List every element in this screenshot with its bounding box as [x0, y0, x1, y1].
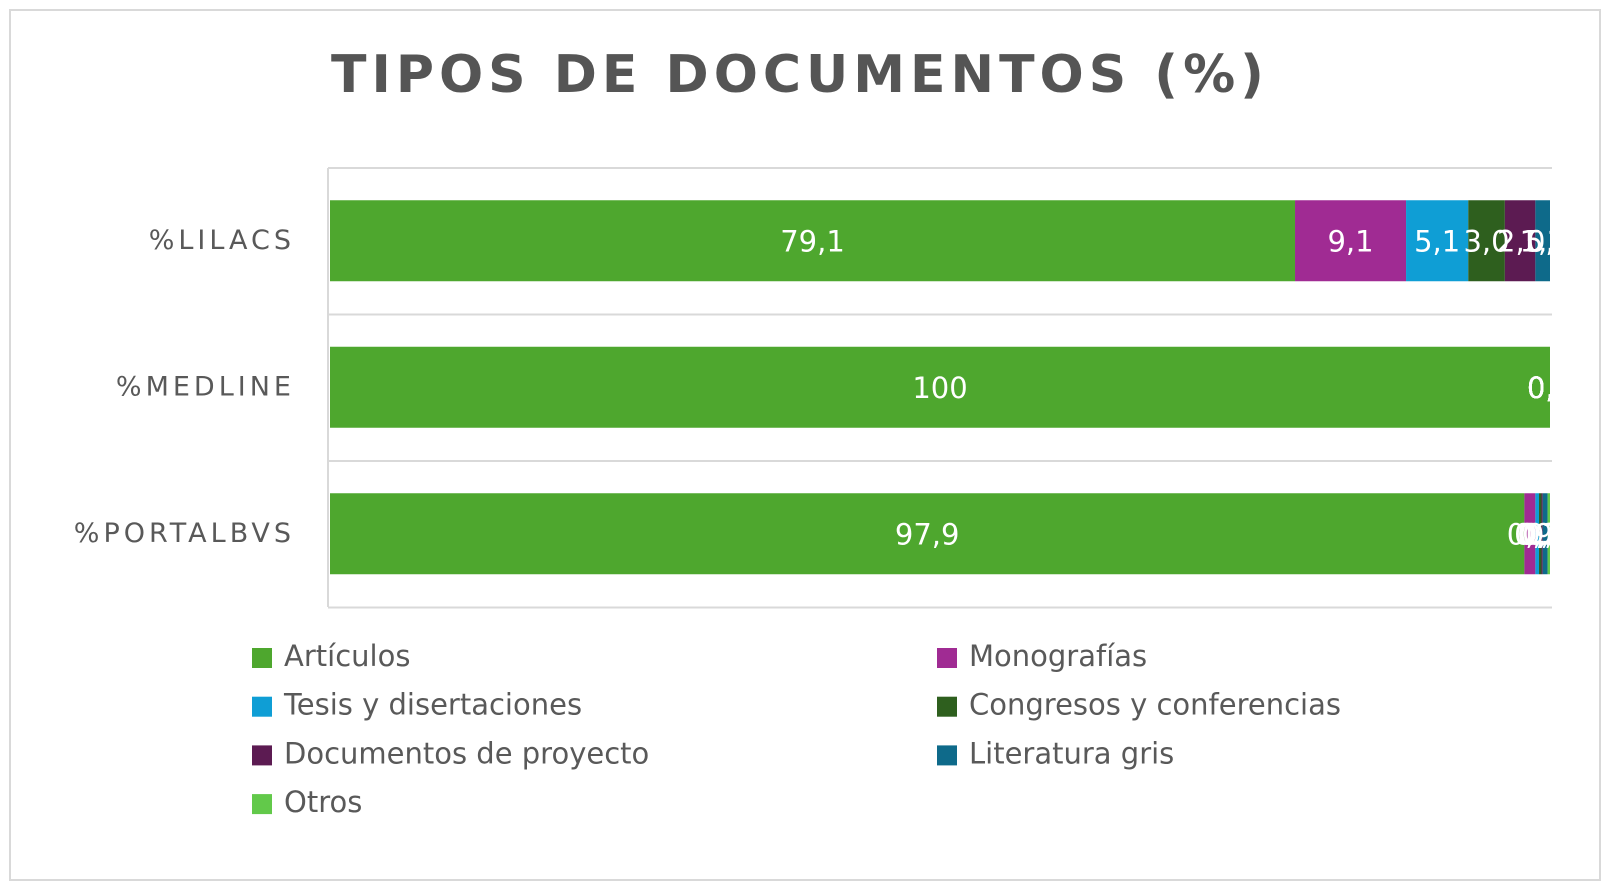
bar-segment [1547, 493, 1550, 575]
data-label: 0,0 [1527, 371, 1573, 405]
bar-segment [330, 346, 1550, 428]
legend-swatch [252, 794, 272, 815]
bar-segment [1539, 493, 1542, 575]
data-label: 5,1 [1414, 224, 1460, 258]
bar-segment [1406, 200, 1469, 282]
category-label: %LILACS [149, 225, 295, 256]
data-label: 0,0 [1527, 371, 1573, 405]
legend-swatch [937, 648, 957, 668]
legend-swatch [937, 696, 957, 717]
legend-label: Artículos [284, 639, 410, 673]
bar-segment [1295, 200, 1407, 282]
data-label: 2,5 [1497, 224, 1543, 258]
data-label: 79,1 [780, 224, 845, 258]
bar-segment [1535, 200, 1550, 282]
data-label: 100 [912, 371, 967, 405]
data-label: 97,9 [895, 517, 960, 551]
data-label: 9,1 [1327, 224, 1373, 258]
bar-segment [1541, 493, 1543, 575]
data-label: 0,2 [1526, 517, 1572, 551]
data-label: 1,2 [1520, 224, 1566, 258]
chart-title: TIPOS DE DOCUMENTOS (%) [331, 45, 1269, 105]
data-label: 0,0 [1527, 371, 1573, 405]
chart-frame [9, 9, 1601, 881]
data-label: 0,1 [1519, 517, 1565, 551]
legend-label: Literatura gris [969, 736, 1174, 770]
data-label: 0,2 [1517, 517, 1563, 551]
legend-label: Monografías [969, 639, 1147, 673]
data-label: 0,3 [1514, 517, 1560, 551]
data-label: 0,4 [1522, 517, 1568, 551]
legend-swatch [937, 745, 957, 766]
data-label: 0,0 [1527, 371, 1573, 405]
bar-segment [1524, 493, 1536, 575]
category-label: %PORTALBVS [74, 518, 295, 549]
bar-segment [1468, 200, 1505, 282]
bar-segment [1504, 200, 1536, 282]
legend-label: Documentos de proyecto [284, 736, 649, 770]
data-label: 0,0 [1527, 371, 1573, 405]
legend-label: Tesis y disertaciones [283, 688, 582, 722]
bar-segment [330, 200, 1296, 282]
category-label: %MEDLINE [116, 371, 295, 402]
bar-segment [1535, 493, 1540, 575]
data-label: 0,0 [1527, 371, 1573, 405]
data-label: 0,0 [1527, 224, 1573, 258]
legend-label: Otros [284, 785, 362, 819]
legend-swatch [252, 745, 272, 766]
bar-segment [330, 493, 1525, 575]
data-label: 0,9 [1507, 517, 1553, 551]
data-label: 3,0 [1463, 224, 1509, 258]
legend-swatch [252, 696, 272, 717]
bar-segment [1542, 493, 1548, 575]
legend-label: Congresos y conferencias [969, 688, 1341, 722]
legend-swatch [252, 648, 272, 668]
